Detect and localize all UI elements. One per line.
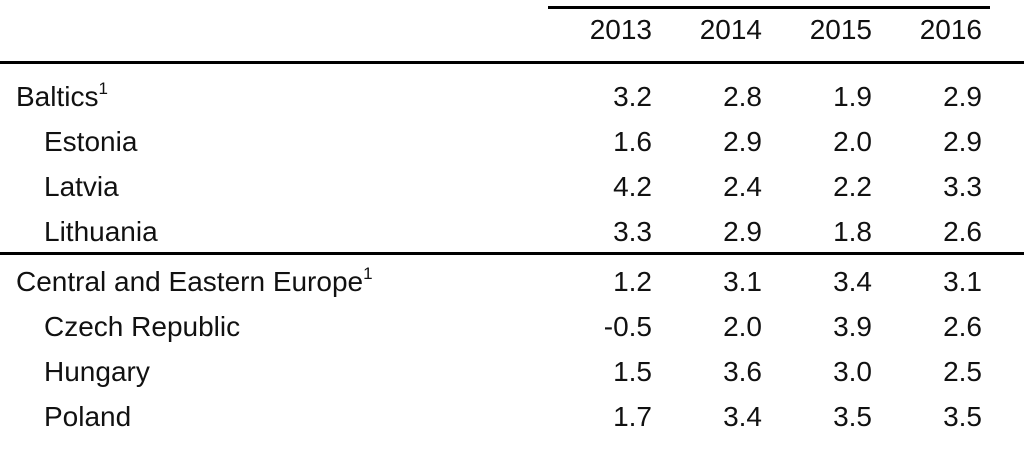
cell-value: 2.6 (943, 216, 982, 247)
header-rule (0, 61, 1024, 64)
row-label: Latvia (44, 171, 119, 202)
cell-value: 3.5 (943, 401, 982, 432)
group-label: Baltics1 (16, 80, 108, 114)
cell-value: 3.1 (943, 266, 982, 297)
row-label: Hungary (44, 356, 150, 387)
cell-value: 1.6 (613, 126, 652, 157)
cell-value: 2.9 (723, 126, 762, 157)
cell-value: 2.6 (943, 311, 982, 342)
row-label: Czech Republic (44, 311, 241, 342)
column-header: 2014 (699, 14, 762, 45)
cell-value: 1.2 (613, 266, 652, 297)
cell-value: 2.9 (943, 126, 982, 157)
group-name: Baltics (16, 81, 99, 112)
footnote-mark: 1 (98, 79, 108, 98)
cell-value: 2.0 (723, 311, 762, 342)
group-name: Central and Eastern Europe (16, 266, 364, 297)
group-label: Central and Eastern Europe1 (16, 265, 373, 299)
cell-value: 1.5 (613, 356, 652, 387)
column-header: 2016 (919, 14, 982, 45)
column-header: 2013 (589, 14, 652, 45)
cell-value: 3.4 (723, 401, 762, 432)
cell-value: 3.1 (723, 266, 762, 297)
cell-value: 3.2 (613, 81, 652, 112)
cell-value: 2.9 (943, 81, 982, 112)
cell-value: 3.4 (833, 266, 872, 297)
cell-value: 3.9 (833, 311, 872, 342)
cell-value: 1.8 (833, 216, 872, 247)
top-rule (548, 6, 990, 9)
cell-value: 1.7 (613, 401, 652, 432)
cell-value: 3.5 (833, 401, 872, 432)
cell-value: 2.8 (723, 81, 762, 112)
footnote-mark: 1 (363, 264, 373, 283)
row-label: Poland (44, 401, 132, 432)
cell-value: 2.0 (833, 126, 872, 157)
cell-value: 2.5 (943, 356, 982, 387)
cell-value: 2.9 (723, 216, 762, 247)
row-label: Lithuania (44, 216, 158, 247)
row-label: Estonia (44, 126, 138, 157)
cell-value: 3.3 (943, 171, 982, 202)
cell-value: 2.2 (833, 171, 872, 202)
group-rule (0, 252, 1024, 255)
cell-value: 2.4 (723, 171, 762, 202)
cell-value: -0.5 (603, 311, 652, 342)
cell-value: 4.2 (613, 171, 652, 202)
cell-value: 3.6 (723, 356, 762, 387)
cell-value: 3.3 (613, 216, 652, 247)
column-header: 2015 (809, 14, 872, 45)
cell-value: 1.9 (833, 81, 872, 112)
cell-value: 3.0 (833, 356, 872, 387)
